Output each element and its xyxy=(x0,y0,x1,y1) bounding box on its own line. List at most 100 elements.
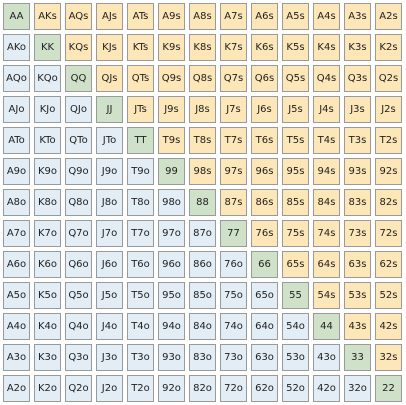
hand-cell-92s[interactable]: 92s xyxy=(375,158,402,185)
hand-cell-T7o[interactable]: T7o xyxy=(127,220,154,247)
hand-cell-62s[interactable]: 62s xyxy=(375,251,402,278)
hand-cell-K4s[interactable]: K4s xyxy=(313,34,340,61)
hand-cell-Q2s[interactable]: Q2s xyxy=(375,65,402,92)
hand-cell-A3o[interactable]: A3o xyxy=(3,344,30,371)
hand-cell-76s[interactable]: 76s xyxy=(251,220,278,247)
hand-cell-33[interactable]: 33 xyxy=(344,344,371,371)
hand-cell-K5o[interactable]: K5o xyxy=(34,282,61,309)
hand-cell-K8s[interactable]: K8s xyxy=(189,34,216,61)
hand-cell-53o[interactable]: 53o xyxy=(282,344,309,371)
hand-cell-A7s[interactable]: A7s xyxy=(220,3,247,30)
hand-cell-74s[interactable]: 74s xyxy=(313,220,340,247)
hand-cell-A2o[interactable]: A2o xyxy=(3,375,30,402)
hand-cell-83s[interactable]: 83s xyxy=(344,189,371,216)
hand-cell-43o[interactable]: 43o xyxy=(313,344,340,371)
hand-cell-KQs[interactable]: KQs xyxy=(65,34,92,61)
hand-cell-76o[interactable]: 76o xyxy=(220,251,247,278)
hand-cell-T9o[interactable]: T9o xyxy=(127,158,154,185)
hand-cell-Q7s[interactable]: Q7s xyxy=(220,65,247,92)
hand-cell-Q6o[interactable]: Q6o xyxy=(65,251,92,278)
hand-cell-AQs[interactable]: AQs xyxy=(65,3,92,30)
hand-cell-65o[interactable]: 65o xyxy=(251,282,278,309)
hand-cell-K3s[interactable]: K3s xyxy=(344,34,371,61)
hand-cell-ATo[interactable]: ATo xyxy=(3,127,30,154)
hand-cell-ATs[interactable]: ATs xyxy=(127,3,154,30)
hand-cell-A6s[interactable]: A6s xyxy=(251,3,278,30)
hand-cell-J8s[interactable]: J8s xyxy=(189,96,216,123)
hand-cell-63o[interactable]: 63o xyxy=(251,344,278,371)
hand-cell-87s[interactable]: 87s xyxy=(220,189,247,216)
hand-cell-52s[interactable]: 52s xyxy=(375,282,402,309)
hand-cell-QJs[interactable]: QJs xyxy=(96,65,123,92)
hand-cell-86s[interactable]: 86s xyxy=(251,189,278,216)
hand-cell-Q3o[interactable]: Q3o xyxy=(65,344,92,371)
hand-cell-JJ[interactable]: JJ xyxy=(96,96,123,123)
hand-cell-AKo[interactable]: AKo xyxy=(3,34,30,61)
hand-cell-95o[interactable]: 95o xyxy=(158,282,185,309)
hand-cell-T7s[interactable]: T7s xyxy=(220,127,247,154)
hand-cell-Q5s[interactable]: Q5s xyxy=(282,65,309,92)
hand-cell-T2o[interactable]: T2o xyxy=(127,375,154,402)
hand-cell-T4o[interactable]: T4o xyxy=(127,313,154,340)
hand-cell-54s[interactable]: 54s xyxy=(313,282,340,309)
hand-cell-T9s[interactable]: T9s xyxy=(158,127,185,154)
hand-cell-A8s[interactable]: A8s xyxy=(189,3,216,30)
hand-cell-74o[interactable]: 74o xyxy=(220,313,247,340)
hand-cell-Q4s[interactable]: Q4s xyxy=(313,65,340,92)
hand-cell-Q5o[interactable]: Q5o xyxy=(65,282,92,309)
hand-cell-63s[interactable]: 63s xyxy=(344,251,371,278)
hand-cell-Q8o[interactable]: Q8o xyxy=(65,189,92,216)
hand-cell-J3s[interactable]: J3s xyxy=(344,96,371,123)
hand-cell-KTo[interactable]: KTo xyxy=(34,127,61,154)
hand-cell-KK[interactable]: KK xyxy=(34,34,61,61)
hand-cell-72s[interactable]: 72s xyxy=(375,220,402,247)
hand-cell-T5o[interactable]: T5o xyxy=(127,282,154,309)
hand-cell-43s[interactable]: 43s xyxy=(344,313,371,340)
hand-cell-T3s[interactable]: T3s xyxy=(344,127,371,154)
hand-cell-KTs[interactable]: KTs xyxy=(127,34,154,61)
hand-cell-J2s[interactable]: J2s xyxy=(375,96,402,123)
hand-cell-96s[interactable]: 96s xyxy=(251,158,278,185)
hand-cell-85o[interactable]: 85o xyxy=(189,282,216,309)
hand-cell-A4s[interactable]: A4s xyxy=(313,3,340,30)
hand-cell-99[interactable]: 99 xyxy=(158,158,185,185)
hand-cell-JTo[interactable]: JTo xyxy=(96,127,123,154)
hand-cell-53s[interactable]: 53s xyxy=(344,282,371,309)
hand-cell-75o[interactable]: 75o xyxy=(220,282,247,309)
hand-cell-66[interactable]: 66 xyxy=(251,251,278,278)
hand-cell-Q2o[interactable]: Q2o xyxy=(65,375,92,402)
hand-cell-QTo[interactable]: QTo xyxy=(65,127,92,154)
hand-cell-KJo[interactable]: KJo xyxy=(34,96,61,123)
hand-cell-K9s[interactable]: K9s xyxy=(158,34,185,61)
hand-cell-J4o[interactable]: J4o xyxy=(96,313,123,340)
hand-cell-95s[interactable]: 95s xyxy=(282,158,309,185)
hand-cell-T6o[interactable]: T6o xyxy=(127,251,154,278)
hand-cell-K3o[interactable]: K3o xyxy=(34,344,61,371)
hand-cell-97s[interactable]: 97s xyxy=(220,158,247,185)
hand-cell-73o[interactable]: 73o xyxy=(220,344,247,371)
hand-cell-A3s[interactable]: A3s xyxy=(344,3,371,30)
hand-cell-KJs[interactable]: KJs xyxy=(96,34,123,61)
hand-cell-J6o[interactable]: J6o xyxy=(96,251,123,278)
hand-cell-64s[interactable]: 64s xyxy=(313,251,340,278)
hand-cell-K6s[interactable]: K6s xyxy=(251,34,278,61)
hand-cell-KQo[interactable]: KQo xyxy=(34,65,61,92)
hand-cell-42s[interactable]: 42s xyxy=(375,313,402,340)
hand-cell-96o[interactable]: 96o xyxy=(158,251,185,278)
hand-cell-65s[interactable]: 65s xyxy=(282,251,309,278)
hand-cell-86o[interactable]: 86o xyxy=(189,251,216,278)
hand-cell-44[interactable]: 44 xyxy=(313,313,340,340)
hand-cell-A8o[interactable]: A8o xyxy=(3,189,30,216)
hand-cell-22[interactable]: 22 xyxy=(375,375,402,402)
hand-cell-72o[interactable]: 72o xyxy=(220,375,247,402)
hand-cell-AJo[interactable]: AJo xyxy=(3,96,30,123)
hand-cell-J9o[interactable]: J9o xyxy=(96,158,123,185)
hand-cell-32s[interactable]: 32s xyxy=(375,344,402,371)
hand-cell-T8s[interactable]: T8s xyxy=(189,127,216,154)
hand-cell-75s[interactable]: 75s xyxy=(282,220,309,247)
hand-cell-A9s[interactable]: A9s xyxy=(158,3,185,30)
hand-cell-A6o[interactable]: A6o xyxy=(3,251,30,278)
hand-cell-52o[interactable]: 52o xyxy=(282,375,309,402)
hand-cell-A2s[interactable]: A2s xyxy=(375,3,402,30)
hand-cell-32o[interactable]: 32o xyxy=(344,375,371,402)
